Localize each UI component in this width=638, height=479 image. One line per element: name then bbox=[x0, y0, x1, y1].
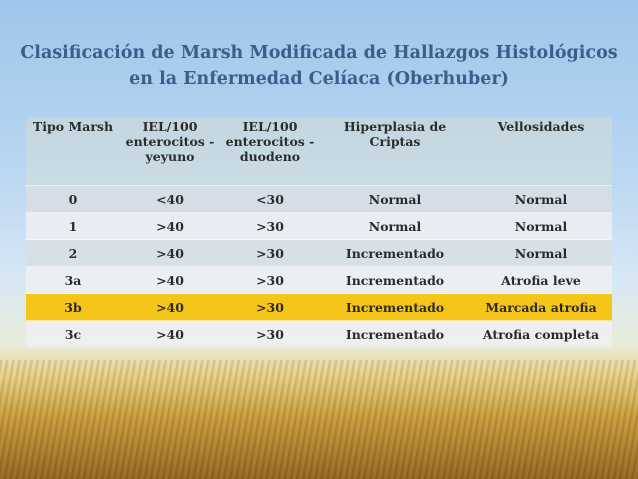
cell-yeyuno: >40 bbox=[120, 212, 220, 240]
header-iel-yeyuno: IEL/100 enterocitos - yeyuno bbox=[120, 117, 220, 186]
cell-hiperplasia: Normal bbox=[320, 212, 470, 240]
cell-hiperplasia: Incrementado bbox=[320, 293, 470, 321]
cell-tipo: 3a bbox=[26, 266, 120, 294]
cell-vellosidades: Normal bbox=[470, 212, 612, 240]
cell-vellosidades: Atrofia completa bbox=[470, 320, 612, 347]
marsh-classification-table: Tipo Marsh IEL/100 enterocitos - yeyuno … bbox=[26, 117, 612, 347]
table-row: 1 >40 >30 Normal Normal bbox=[26, 212, 612, 240]
header-tipo-marsh: Tipo Marsh bbox=[26, 117, 120, 186]
cell-yeyuno: >40 bbox=[120, 266, 220, 294]
cell-vellosidades: Atrofia leve bbox=[470, 266, 612, 294]
title-line-1: Clasificación de Marsh Modificada de Hal… bbox=[20, 43, 618, 63]
cell-vellosidades: Normal bbox=[470, 185, 612, 213]
table-row: 3c >40 >30 Incrementado Atrofia completa bbox=[26, 320, 612, 347]
table-row: 2 >40 >30 Incrementado Normal bbox=[26, 239, 612, 267]
table-header-row: Tipo Marsh IEL/100 enterocitos - yeyuno … bbox=[26, 117, 612, 186]
cell-yeyuno: >40 bbox=[120, 320, 220, 347]
cell-tipo: 1 bbox=[26, 212, 120, 240]
cell-duodeno: >30 bbox=[220, 320, 320, 347]
cell-vellosidades: Normal bbox=[470, 239, 612, 267]
cell-tipo: 2 bbox=[26, 239, 120, 267]
cell-duodeno: >30 bbox=[220, 266, 320, 294]
table-row: 3a >40 >30 Incrementado Atrofia leve bbox=[26, 266, 612, 294]
table-row: 0 <40 <30 Normal Normal bbox=[26, 185, 612, 213]
cell-duodeno: >30 bbox=[220, 212, 320, 240]
title-line-2: en la Enfermedad Celíaca (Oberhuber) bbox=[129, 69, 509, 89]
cell-duodeno: >30 bbox=[220, 293, 320, 321]
header-iel-duodeno: IEL/100 enterocitos - duodeno bbox=[220, 117, 320, 186]
cell-hiperplasia: Normal bbox=[320, 185, 470, 213]
cell-tipo: 3c bbox=[26, 320, 120, 347]
cell-yeyuno: >40 bbox=[120, 293, 220, 321]
cell-tipo: 3b bbox=[26, 293, 120, 321]
cell-hiperplasia: Incrementado bbox=[320, 239, 470, 267]
cell-yeyuno: <40 bbox=[120, 185, 220, 213]
cell-hiperplasia: Incrementado bbox=[320, 320, 470, 347]
table-row-highlighted: 3b >40 >30 Incrementado Marcada atrofia bbox=[26, 293, 612, 321]
wheat-texture bbox=[0, 360, 638, 479]
header-vellosidades: Vellosidades bbox=[470, 117, 612, 186]
cell-duodeno: <30 bbox=[220, 185, 320, 213]
cell-duodeno: >30 bbox=[220, 239, 320, 267]
cell-tipo: 0 bbox=[26, 185, 120, 213]
cell-vellosidades: Marcada atrofia bbox=[470, 293, 612, 321]
slide-title: Clasificación de Marsh Modificada de Hal… bbox=[0, 40, 638, 92]
cell-hiperplasia: Incrementado bbox=[320, 266, 470, 294]
cell-yeyuno: >40 bbox=[120, 239, 220, 267]
header-hiperplasia: Hiperplasia de Criptas bbox=[320, 117, 470, 186]
